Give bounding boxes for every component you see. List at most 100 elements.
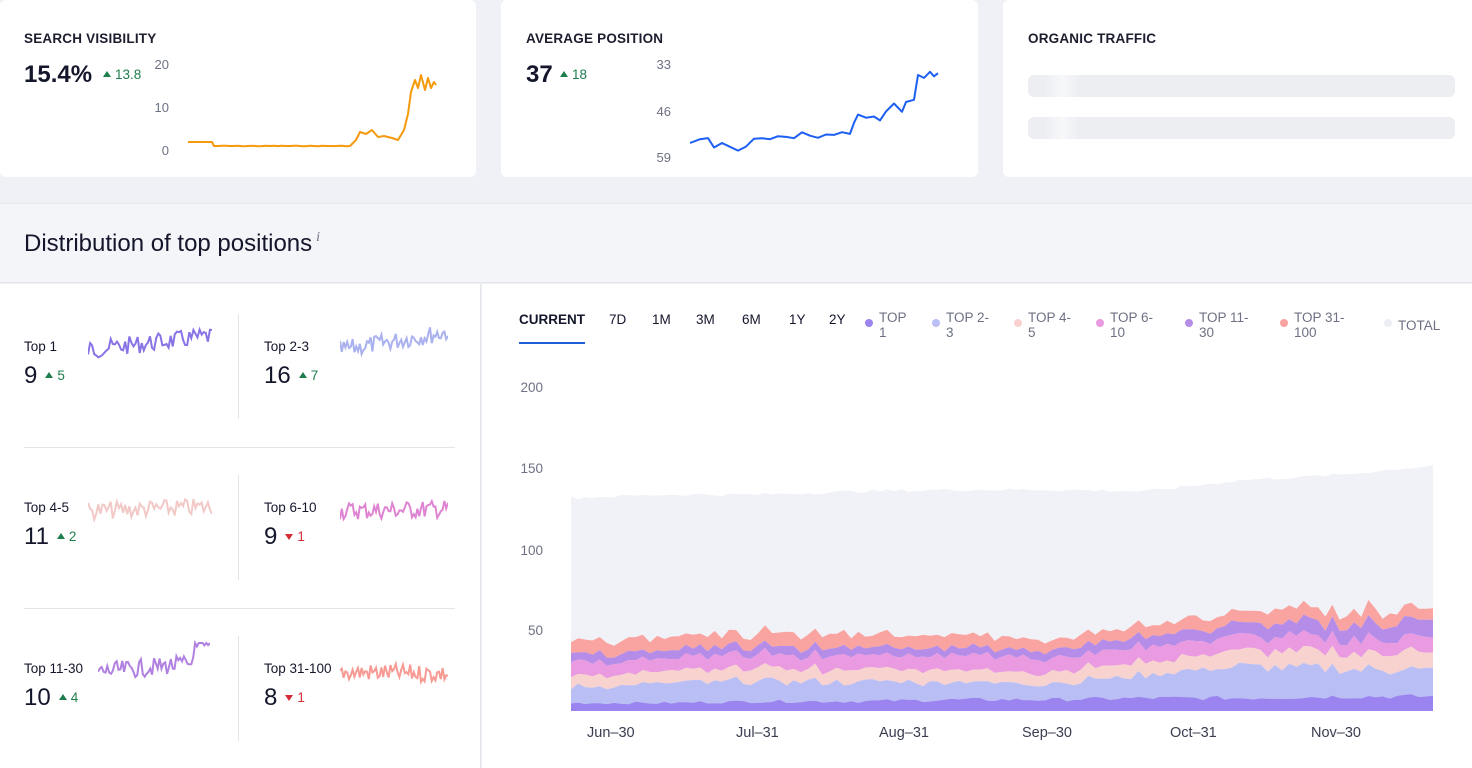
tile-delta: 2 <box>56 529 76 544</box>
legend-line1: TOP 2- <box>946 310 990 325</box>
legend-line2: 10 <box>1110 325 1126 340</box>
tile-label: Top 31-100 <box>264 661 332 676</box>
legend-line1: TOTAL <box>1398 318 1441 333</box>
legend-line2: 1 <box>879 325 887 340</box>
delta-value: 13.8 <box>115 67 142 82</box>
legend-dot <box>932 319 940 327</box>
x-axis-label: Oct–31 <box>1170 725 1217 741</box>
tile-top-6-10[interactable]: Top 6-10 9 1 <box>264 445 479 555</box>
tab-2y[interactable]: 2Y <box>829 312 846 327</box>
section-title-text: Distribution of top positions <box>24 230 313 257</box>
visibility-sparkline <box>188 74 437 148</box>
visibility-value: 15.4% <box>24 61 93 88</box>
legend-label: TOP 11- 30 <box>1199 310 1249 340</box>
x-axis-label: Nov–30 <box>1311 725 1361 741</box>
arrow-icon <box>298 372 307 378</box>
tile-top-11-30[interactable]: Top 11-30 10 4 <box>24 606 239 716</box>
tile-top-31-100[interactable]: Top 31-100 8 1 <box>264 606 479 716</box>
tile-value: 10 <box>24 684 51 711</box>
delta-value: 7 <box>310 368 319 383</box>
tile-label: Top 6-10 <box>264 500 317 515</box>
axis-label: 59 <box>656 150 671 165</box>
active-tab-indicator <box>519 342 585 344</box>
delta-value: 1 <box>297 529 305 544</box>
card-title: AVERAGE POSITION <box>526 31 664 46</box>
legend-line2: 5 <box>1028 325 1036 340</box>
legend-line2: 30 <box>1199 325 1215 340</box>
arrow-icon <box>56 533 65 539</box>
y-axis-label: 50 <box>527 623 543 638</box>
tile-label: Top 4-5 <box>24 500 70 515</box>
legend-line1: TOP 31- <box>1294 310 1345 325</box>
axis-label: 20 <box>154 57 169 72</box>
average-position-card[interactable]: AVERAGE POSITION 37 18 33 46 59 <box>501 0 978 177</box>
tile-value: 16 <box>264 362 291 389</box>
delta-value: 18 <box>572 67 588 82</box>
loading-skeleton <box>1028 117 1455 139</box>
tile-delta: 1 <box>285 690 305 705</box>
legend-dot <box>1014 319 1022 327</box>
legend-label: TOP 6- 10 <box>1110 310 1153 340</box>
tile-delta: 5 <box>45 368 65 383</box>
delta-value: 4 <box>70 690 79 705</box>
legend-line1: TOP 11- <box>1199 310 1249 325</box>
tab-current[interactable]: CURRENT <box>519 312 585 327</box>
position-value: 37 <box>526 61 553 88</box>
legend-line1: TOP 6- <box>1110 310 1154 325</box>
arrow-up-icon <box>560 71 568 77</box>
tile-value: 9 <box>24 362 38 389</box>
legend-dot <box>1096 319 1104 327</box>
tile-value: 11 <box>24 523 49 550</box>
legend-line2: 3 <box>946 325 954 340</box>
distribution-header: Distribution of top positions i <box>0 203 1472 283</box>
divider <box>24 447 455 448</box>
divider <box>238 314 239 419</box>
tab-1y[interactable]: 1Y <box>789 312 806 327</box>
axis-label: 0 <box>161 143 169 158</box>
area-top-2-3 <box>571 662 1433 705</box>
tab-7d[interactable]: 7D <box>609 312 627 327</box>
organic-traffic-card[interactable]: ORGANIC TRAFFIC <box>1003 0 1472 177</box>
tile-top-1[interactable]: Top 1 9 5 <box>24 284 239 394</box>
axis-label: 46 <box>656 104 671 119</box>
tile-label: Top 2-3 <box>264 339 310 354</box>
arrow-up-icon <box>103 71 111 77</box>
tile-top-2-3[interactable]: Top 2-3 16 7 <box>264 284 479 394</box>
tab-3m[interactable]: 3M <box>696 312 715 327</box>
tab-1m[interactable]: 1M <box>652 312 671 327</box>
tile-delta: 4 <box>58 690 79 705</box>
tile-sparkline <box>340 327 448 358</box>
arrow-icon <box>58 694 67 700</box>
tile-sparkline <box>98 640 210 679</box>
visibility-delta: 13.8 <box>103 67 141 82</box>
tile-delta: 1 <box>285 529 305 544</box>
tile-label: Top 1 <box>24 339 58 354</box>
position-sparkline <box>689 70 939 152</box>
info-icon[interactable]: i <box>316 230 321 245</box>
tab-6m[interactable]: 6M <box>742 312 761 327</box>
delta-value: 1 <box>297 690 305 705</box>
area-top-1 <box>571 694 1433 711</box>
legend-label: TOP 31- 100 <box>1294 310 1345 340</box>
divider <box>238 475 239 580</box>
legend-line1: TOP <box>879 310 907 325</box>
tile-sparkline <box>88 497 212 524</box>
area-top-31-100 <box>571 600 1433 658</box>
tile-label: Top 11-30 <box>24 661 84 676</box>
search-visibility-card[interactable]: SEARCH VISIBILITY 15.4% 13.8 20 10 0 <box>0 0 476 177</box>
stacked-area-chart[interactable] <box>482 284 1472 714</box>
axis-label: 33 <box>656 57 671 72</box>
legend-dot <box>865 319 873 327</box>
tile-top-4-5[interactable]: Top 4-5 11 2 <box>24 445 239 555</box>
divider <box>24 608 455 609</box>
x-axis-label: Aug–31 <box>879 725 929 741</box>
legend-dot <box>1384 319 1392 327</box>
area-top-4-5 <box>571 645 1433 690</box>
legend-label: TOTAL <box>1398 318 1440 333</box>
y-axis-label: 200 <box>520 380 543 395</box>
position-tiles-panel: Top 1 9 5 Top 2-3 16 7 Top 4-5 11 2 Top … <box>0 284 481 768</box>
legend-label: TOP 2- 3 <box>946 310 989 340</box>
tile-sparkline <box>340 660 448 685</box>
position-delta: 18 <box>560 67 587 82</box>
area-top-6-10 <box>571 630 1433 679</box>
